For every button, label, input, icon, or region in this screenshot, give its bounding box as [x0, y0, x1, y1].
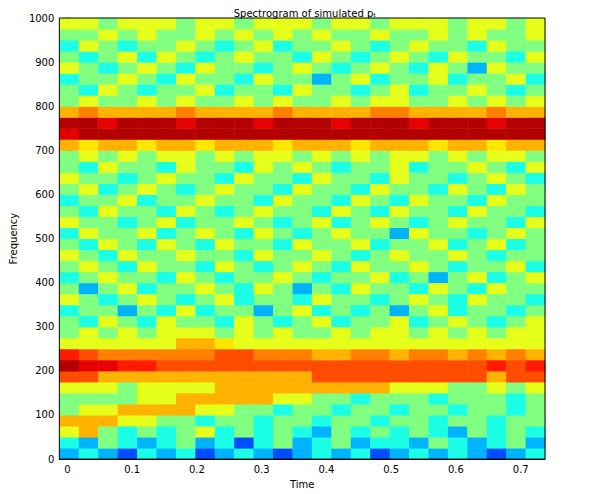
svg-text:300: 300 [35, 321, 54, 332]
svg-text:0.3: 0.3 [254, 464, 270, 475]
svg-text:0.5: 0.5 [383, 464, 399, 475]
svg-text:0.4: 0.4 [319, 464, 335, 475]
svg-text:400: 400 [35, 277, 54, 288]
svg-text:700: 700 [35, 145, 54, 156]
svg-text:800: 800 [35, 101, 54, 112]
svg-text:0.1: 0.1 [124, 464, 140, 475]
svg-text:Spectrogram of simulated pₜ: Spectrogram of simulated pₜ [234, 8, 377, 19]
svg-text:Time: Time [289, 479, 314, 490]
svg-text:1000: 1000 [29, 13, 54, 24]
svg-text:100: 100 [35, 409, 54, 420]
svg-text:0: 0 [48, 454, 54, 465]
svg-text:500: 500 [35, 233, 54, 244]
svg-text:0.2: 0.2 [189, 464, 205, 475]
svg-text:200: 200 [35, 365, 54, 376]
svg-text:0.7: 0.7 [513, 464, 529, 475]
svg-text:0.6: 0.6 [448, 464, 464, 475]
svg-text:600: 600 [35, 189, 54, 200]
svg-text:0: 0 [64, 464, 70, 475]
svg-text:900: 900 [35, 57, 54, 68]
svg-text:Frequency: Frequency [8, 213, 19, 265]
